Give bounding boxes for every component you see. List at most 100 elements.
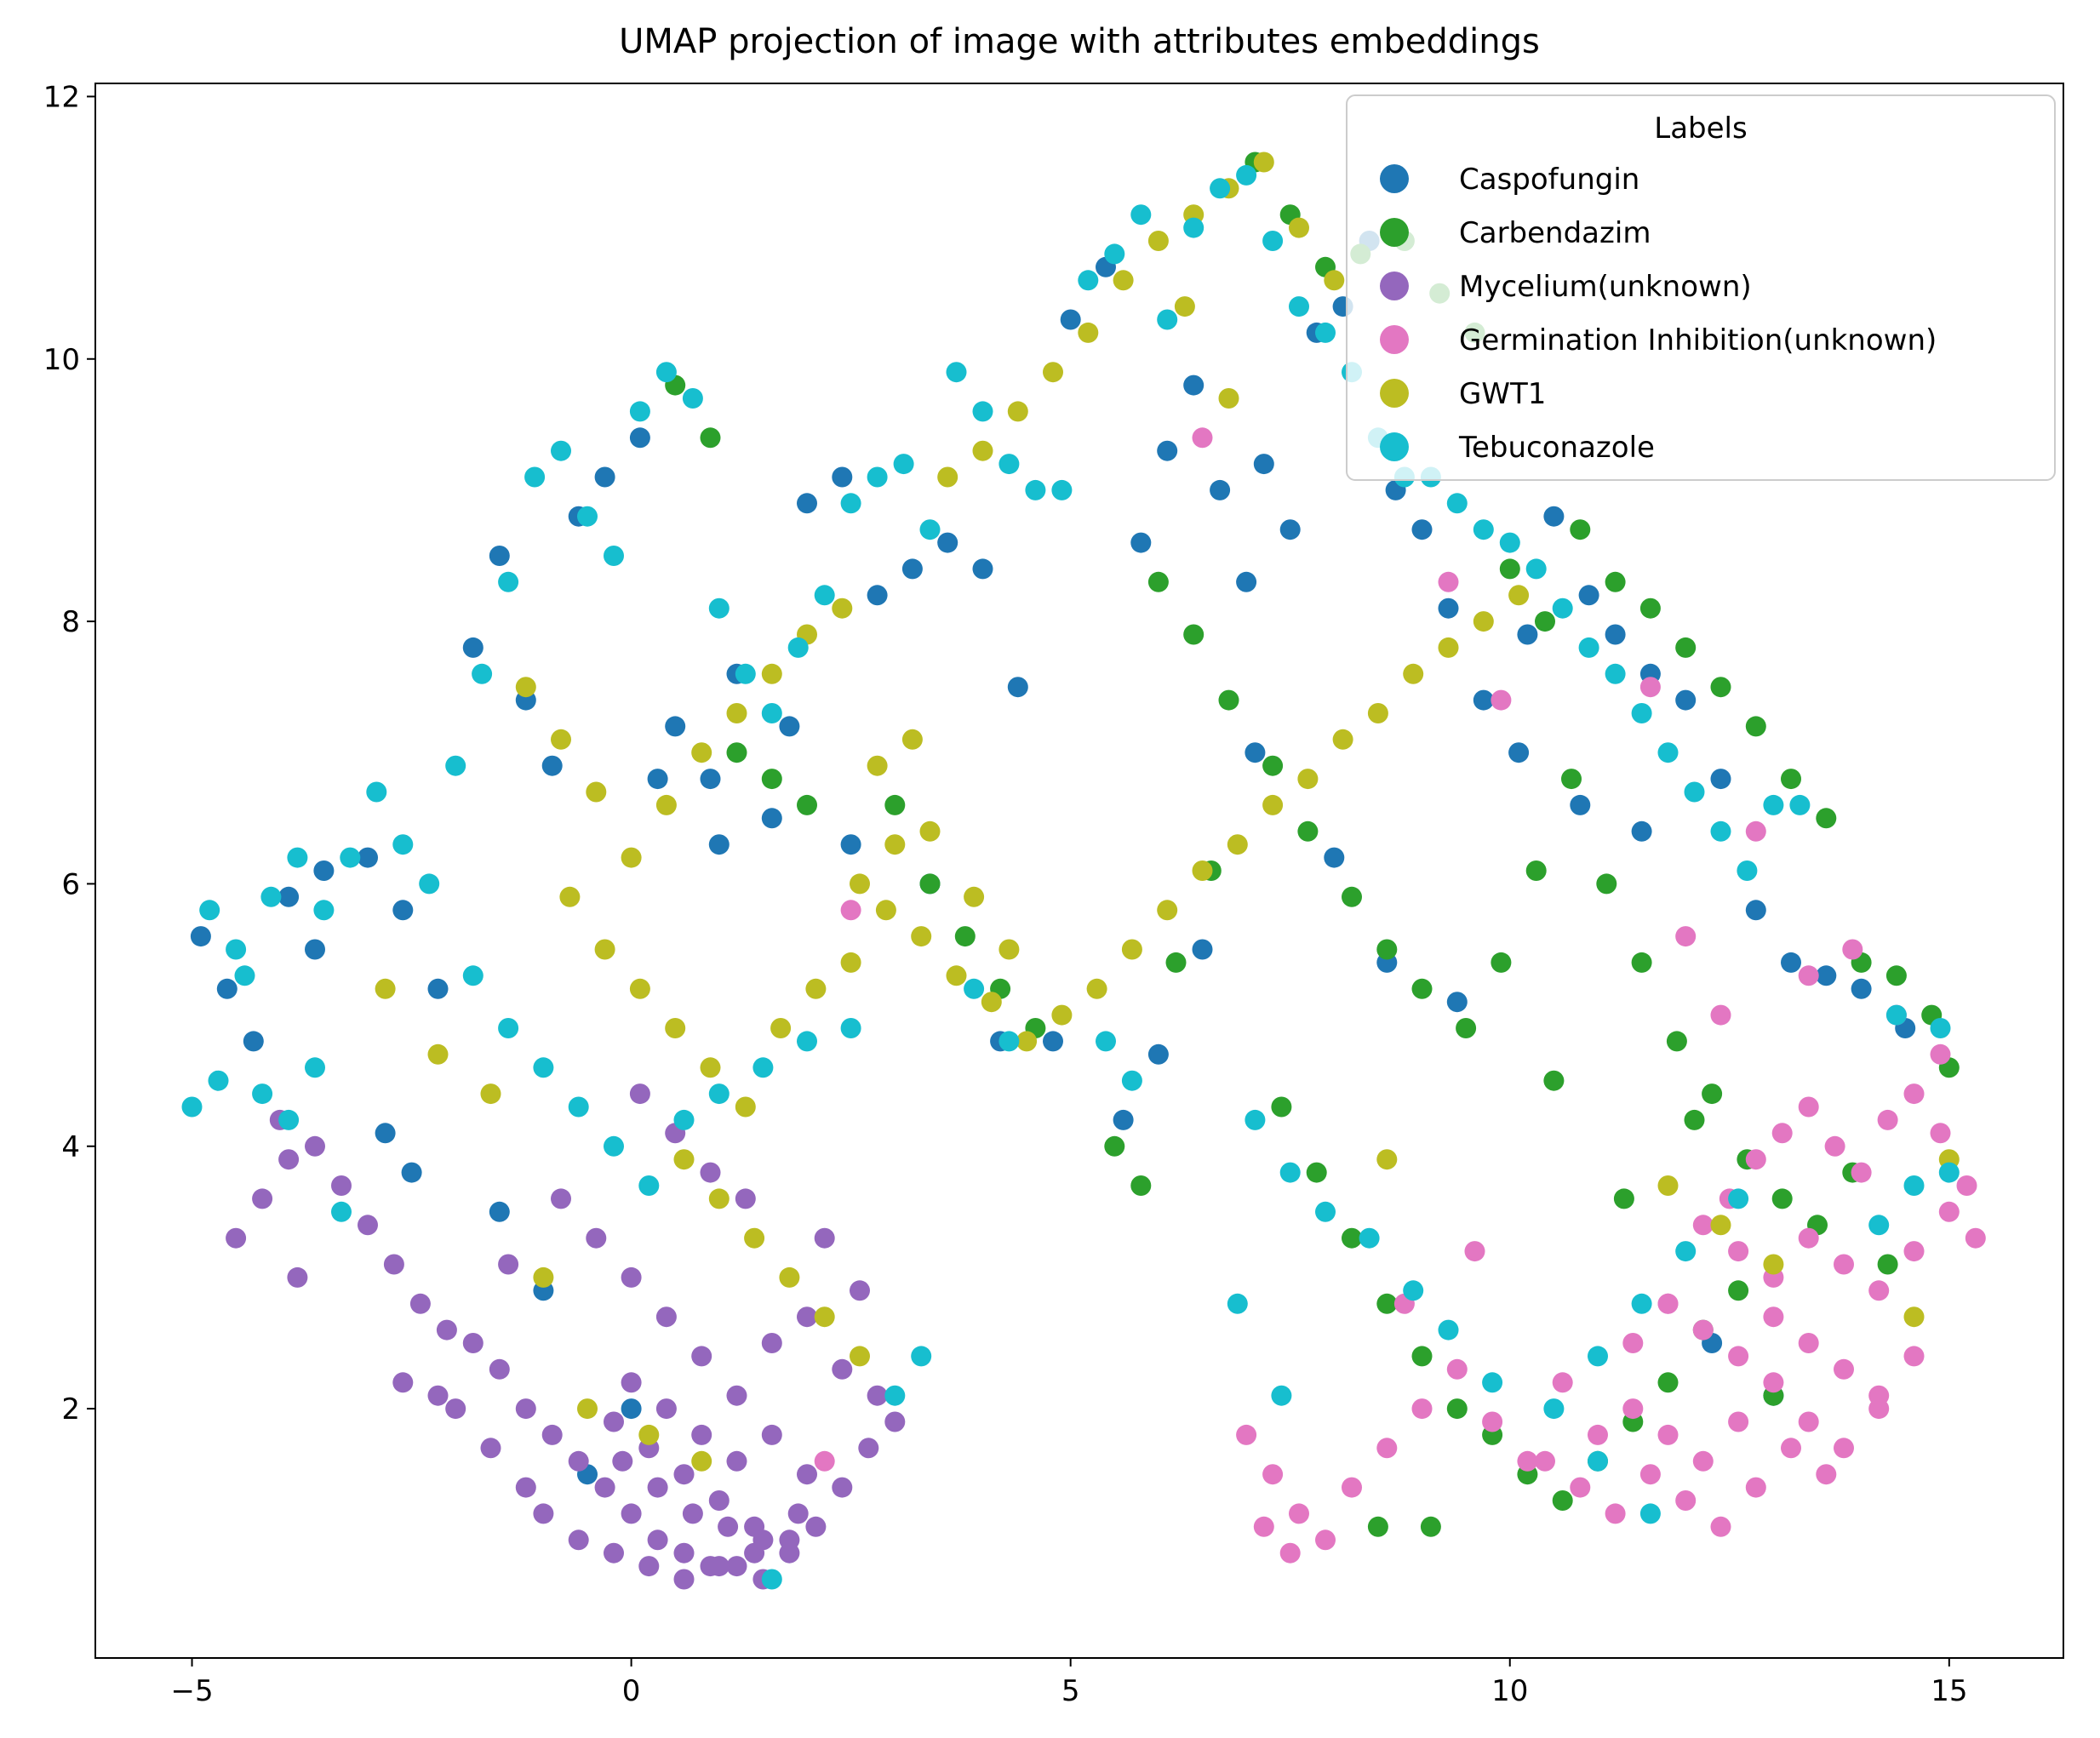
scatter-point (629, 427, 650, 449)
scatter-point (1262, 231, 1284, 251)
scatter-point (436, 1319, 457, 1341)
scatter-point (1121, 939, 1142, 960)
series-tebuconazole (181, 164, 1960, 1590)
scatter-point (1535, 1450, 1555, 1472)
scatter-point (946, 362, 967, 383)
scatter-point (1798, 1411, 1819, 1432)
scatter-point (445, 755, 466, 776)
scatter-point (797, 794, 817, 815)
scatter-point (1403, 1280, 1424, 1301)
scatter-point (1253, 152, 1274, 173)
scatter-point (858, 1438, 879, 1459)
scatter-point (1473, 689, 1494, 711)
scatter-point (340, 847, 361, 868)
scatter-point (1236, 164, 1257, 186)
scatter-point (1376, 1438, 1398, 1459)
scatter-point (1183, 374, 1204, 396)
scatter-point (1877, 1254, 1898, 1275)
scatter-point (1763, 1254, 1784, 1275)
scatter-point (1675, 637, 1697, 658)
scatter-point (1639, 1464, 1661, 1485)
scatter-point (1631, 952, 1652, 973)
scatter-point (840, 493, 861, 514)
legend-items: Caspofungin Carbendazim Mycelium(unknown) G… (1380, 163, 1937, 465)
scatter-point (638, 1175, 660, 1196)
scatter-point (1763, 794, 1784, 815)
scatter-point (893, 454, 914, 475)
scatter-point (814, 1306, 835, 1328)
x-tick-label: 5 (1061, 1674, 1080, 1708)
scatter-point (787, 637, 809, 658)
scatter-point (735, 1096, 756, 1118)
scatter-point (551, 440, 571, 461)
scatter-point (954, 926, 976, 947)
scatter-point (875, 900, 896, 921)
legend-title: Labels (1654, 111, 1747, 146)
scatter-point (427, 978, 449, 999)
scatter-point (515, 1477, 536, 1498)
scatter-point (243, 1031, 264, 1052)
scatter-point (515, 1398, 536, 1420)
scatter-point (797, 493, 817, 514)
scatter-point (515, 677, 536, 698)
scatter-point (1657, 742, 1679, 763)
scatter-point (787, 1503, 809, 1524)
scatter-point (655, 1398, 677, 1420)
legend: Labels Caspofungin Carbendazim Mycelium(un… (1346, 94, 2056, 481)
scatter-point (559, 886, 581, 907)
scatter-point (1147, 1043, 1169, 1065)
scatter-point (216, 978, 237, 999)
scatter-point (1903, 1175, 1925, 1196)
scatter-point (1289, 296, 1309, 317)
scatter-point (1816, 808, 1837, 829)
scatter-point (392, 900, 414, 921)
scatter-point (621, 847, 642, 868)
scatter-point (1631, 820, 1652, 842)
scatter-point (1781, 1438, 1801, 1459)
scatter-point (1728, 1411, 1749, 1432)
scatter-point (278, 1109, 300, 1130)
scatter-point (498, 1254, 519, 1275)
scatter-point (489, 546, 510, 566)
scatter-point (1684, 781, 1705, 803)
y-tick-label: 10 (43, 343, 80, 377)
scatter-point (1262, 1464, 1284, 1485)
scatter-point (252, 1083, 273, 1105)
scatter-point (1675, 1241, 1697, 1262)
scatter-point (832, 1477, 853, 1498)
scatter-point (594, 1477, 615, 1498)
scatter-point (1675, 926, 1697, 947)
y-tick-label: 6 (61, 867, 80, 901)
scatter-point (1570, 1477, 1591, 1498)
scatter-point (1367, 703, 1388, 723)
scatter-point (919, 873, 941, 895)
scatter-point (1885, 965, 1907, 986)
scatter-point (691, 742, 712, 763)
scatter-point (1438, 637, 1459, 658)
scatter-point (867, 1385, 888, 1406)
scatter-point (1639, 597, 1661, 619)
scatter-point (884, 834, 906, 855)
scatter-point (1868, 1398, 1890, 1420)
scatter-point (375, 978, 396, 999)
scatter-point (1367, 1516, 1388, 1537)
scatter-point (665, 716, 686, 737)
scatter-point (832, 597, 853, 619)
scatter-point (445, 1398, 466, 1420)
scatter-point (1491, 952, 1512, 973)
scatter-point (1868, 1280, 1890, 1301)
scatter-point (1552, 597, 1573, 619)
scatter-point (708, 1490, 730, 1511)
scatter-point (1411, 1398, 1433, 1420)
scatter-point (1253, 1516, 1274, 1537)
scatter-point (551, 1188, 571, 1209)
scatter-point (1798, 1096, 1819, 1118)
scatter-point (1605, 624, 1626, 645)
scatter-point (1508, 585, 1530, 606)
scatter-point (1315, 322, 1336, 343)
scatter-point (814, 1227, 835, 1249)
scatter-point (840, 1018, 861, 1038)
scatter-point (1113, 1109, 1134, 1130)
scatter-point (1938, 1162, 1960, 1183)
